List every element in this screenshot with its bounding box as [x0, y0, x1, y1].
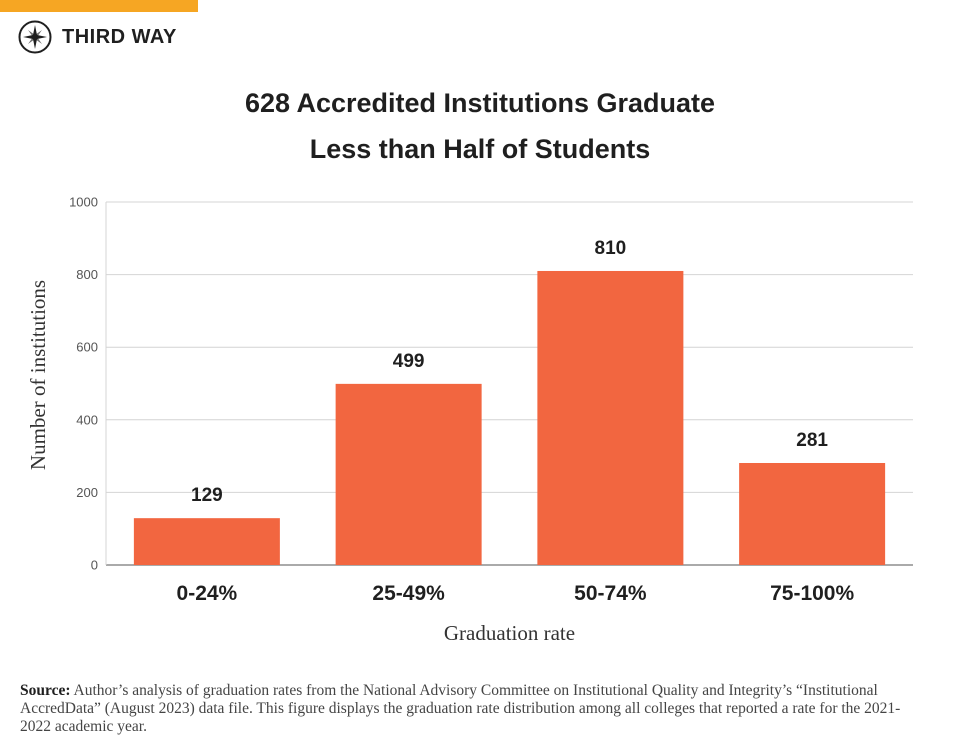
data-label: 281 — [796, 430, 828, 451]
chart-title-line-2: Less than Half of Students — [309, 134, 651, 164]
bar — [133, 518, 280, 565]
x-tick-label: 0-24% — [177, 582, 238, 605]
data-label: 129 — [191, 485, 223, 506]
third-way-logo: THIRD WAY — [18, 20, 177, 54]
x-axis-title: Graduation rate — [444, 621, 575, 645]
brand-accent-stripe — [0, 0, 198, 12]
y-tick-label: 600 — [76, 340, 98, 355]
data-label: 810 — [595, 238, 627, 259]
y-tick-label: 0 — [91, 558, 98, 573]
bar — [739, 462, 886, 565]
bar — [335, 383, 482, 565]
source-text: Author’s analysis of graduation rates fr… — [20, 682, 901, 735]
y-axis-title: Number of institutions — [26, 280, 50, 470]
y-tick-label: 200 — [76, 485, 98, 500]
x-tick-label: 50-74% — [574, 582, 647, 605]
bar — [537, 270, 684, 565]
y-tick-label: 1000 — [69, 195, 98, 210]
chart-title: 628 Accredited Institutions Graduate Les… — [0, 80, 960, 172]
y-tick-label: 800 — [76, 267, 98, 282]
source-label: Source: — [20, 682, 71, 699]
x-tick-label: 25-49% — [372, 582, 445, 605]
data-label: 499 — [393, 351, 425, 372]
y-tick-label: 400 — [76, 412, 98, 427]
bar-chart: 0 200 400 600 800 1000 129 0-24% 499 25-49% 810 50-… — [26, 195, 913, 645]
compass-star-icon — [18, 20, 52, 54]
chart-title-line-1: 628 Accredited Institutions Graduate — [244, 88, 716, 118]
x-tick-label: 75-100% — [770, 582, 854, 605]
brand-name: THIRD WAY — [62, 25, 177, 48]
source-note: Source: Author’s analysis of graduation … — [20, 682, 920, 736]
